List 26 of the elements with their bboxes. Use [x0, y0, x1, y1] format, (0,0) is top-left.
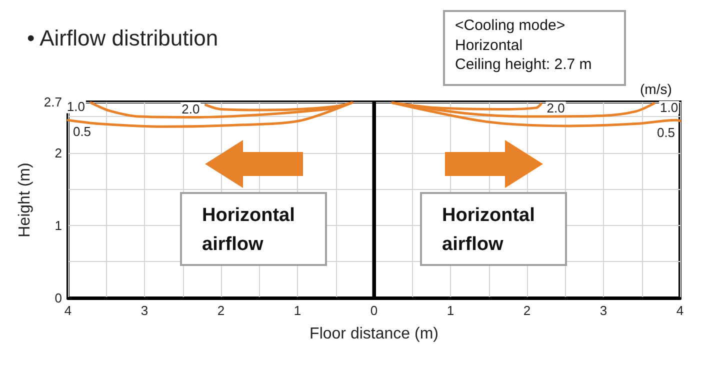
y-tick-label: 0 [54, 290, 62, 306]
x-tick-label: 3 [140, 303, 148, 318]
text: (m/s) [640, 81, 673, 99]
y-tick-label: 2.7 [44, 94, 62, 110]
x-tick-label: 2 [217, 303, 225, 318]
x-tick-label: 4 [676, 303, 684, 318]
x-tick-label: 0 [370, 303, 378, 318]
x-axis-title: Floor distance (m) [310, 326, 438, 342]
series-label: 1.0 [660, 100, 678, 115]
x-tick-label: 1 [446, 303, 454, 318]
y-tick-label: 1 [54, 218, 62, 233]
text: <Cooling mode> Horizontal Ceiling height: 2.7 m [443, 10, 626, 86]
annotation: Horizontal airflow [180, 192, 327, 266]
series-label: 0.5 [72, 124, 92, 140]
x-tick-label: 1 [294, 303, 302, 318]
series-label: 2.0 [182, 101, 200, 116]
series-label: 1.0 [66, 99, 85, 114]
x-tick-label: 2 [523, 303, 531, 318]
y-tick-label: 2 [54, 145, 62, 160]
x-tick-label: 4 [64, 303, 72, 318]
chart-title: • Airflow distribution [27, 26, 218, 50]
series-label: 0.5 [656, 124, 676, 140]
y-axis-title: Height (m) [16, 162, 34, 238]
annotation: Horizontal airflow [420, 192, 567, 266]
x-tick-label: 3 [600, 303, 608, 318]
series-label: 2.0 [546, 100, 565, 116]
